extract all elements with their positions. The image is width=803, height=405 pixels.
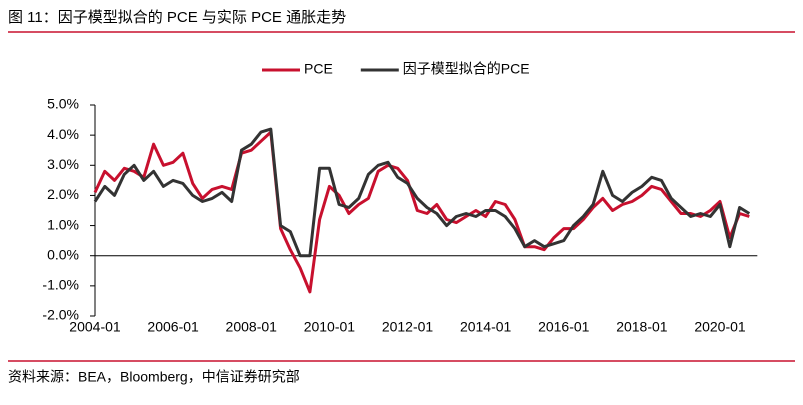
y-tick-label: 3.0% bbox=[47, 156, 79, 172]
x-tick-label: 2014-01 bbox=[460, 319, 512, 335]
y-tick-label: 5.0% bbox=[47, 96, 79, 112]
legend-label: 因子模型拟合的PCE bbox=[403, 61, 530, 77]
source: 资料来源：BEA，Bloomberg，中信证券研究部 bbox=[8, 369, 300, 385]
x-tick-label: 2016-01 bbox=[538, 319, 590, 335]
x-tick-label: 2012-01 bbox=[382, 319, 434, 335]
y-tick-label: -2.0% bbox=[42, 307, 79, 323]
x-tick-label: 2004-01 bbox=[69, 319, 121, 335]
series-line bbox=[93, 130, 750, 294]
x-tick-label: 2008-01 bbox=[226, 319, 278, 335]
legend-label: PCE bbox=[304, 61, 333, 77]
x-tick-label: 2006-01 bbox=[147, 319, 199, 335]
series-line bbox=[93, 127, 751, 258]
y-tick-label: 4.0% bbox=[47, 126, 79, 142]
title: 图 11：因子模型拟合的 PCE 与实际 PCE 通胀走势 bbox=[8, 9, 346, 26]
x-tick-label: 2018-01 bbox=[616, 319, 668, 335]
y-tick-label: 2.0% bbox=[47, 186, 79, 202]
y-tick-label: 1.0% bbox=[47, 216, 79, 232]
x-tick-label: 2020-01 bbox=[694, 319, 746, 335]
x-tick-label: 2010-01 bbox=[304, 319, 356, 335]
y-tick-label: 0.0% bbox=[47, 246, 79, 262]
y-tick-label: -1.0% bbox=[42, 277, 79, 293]
